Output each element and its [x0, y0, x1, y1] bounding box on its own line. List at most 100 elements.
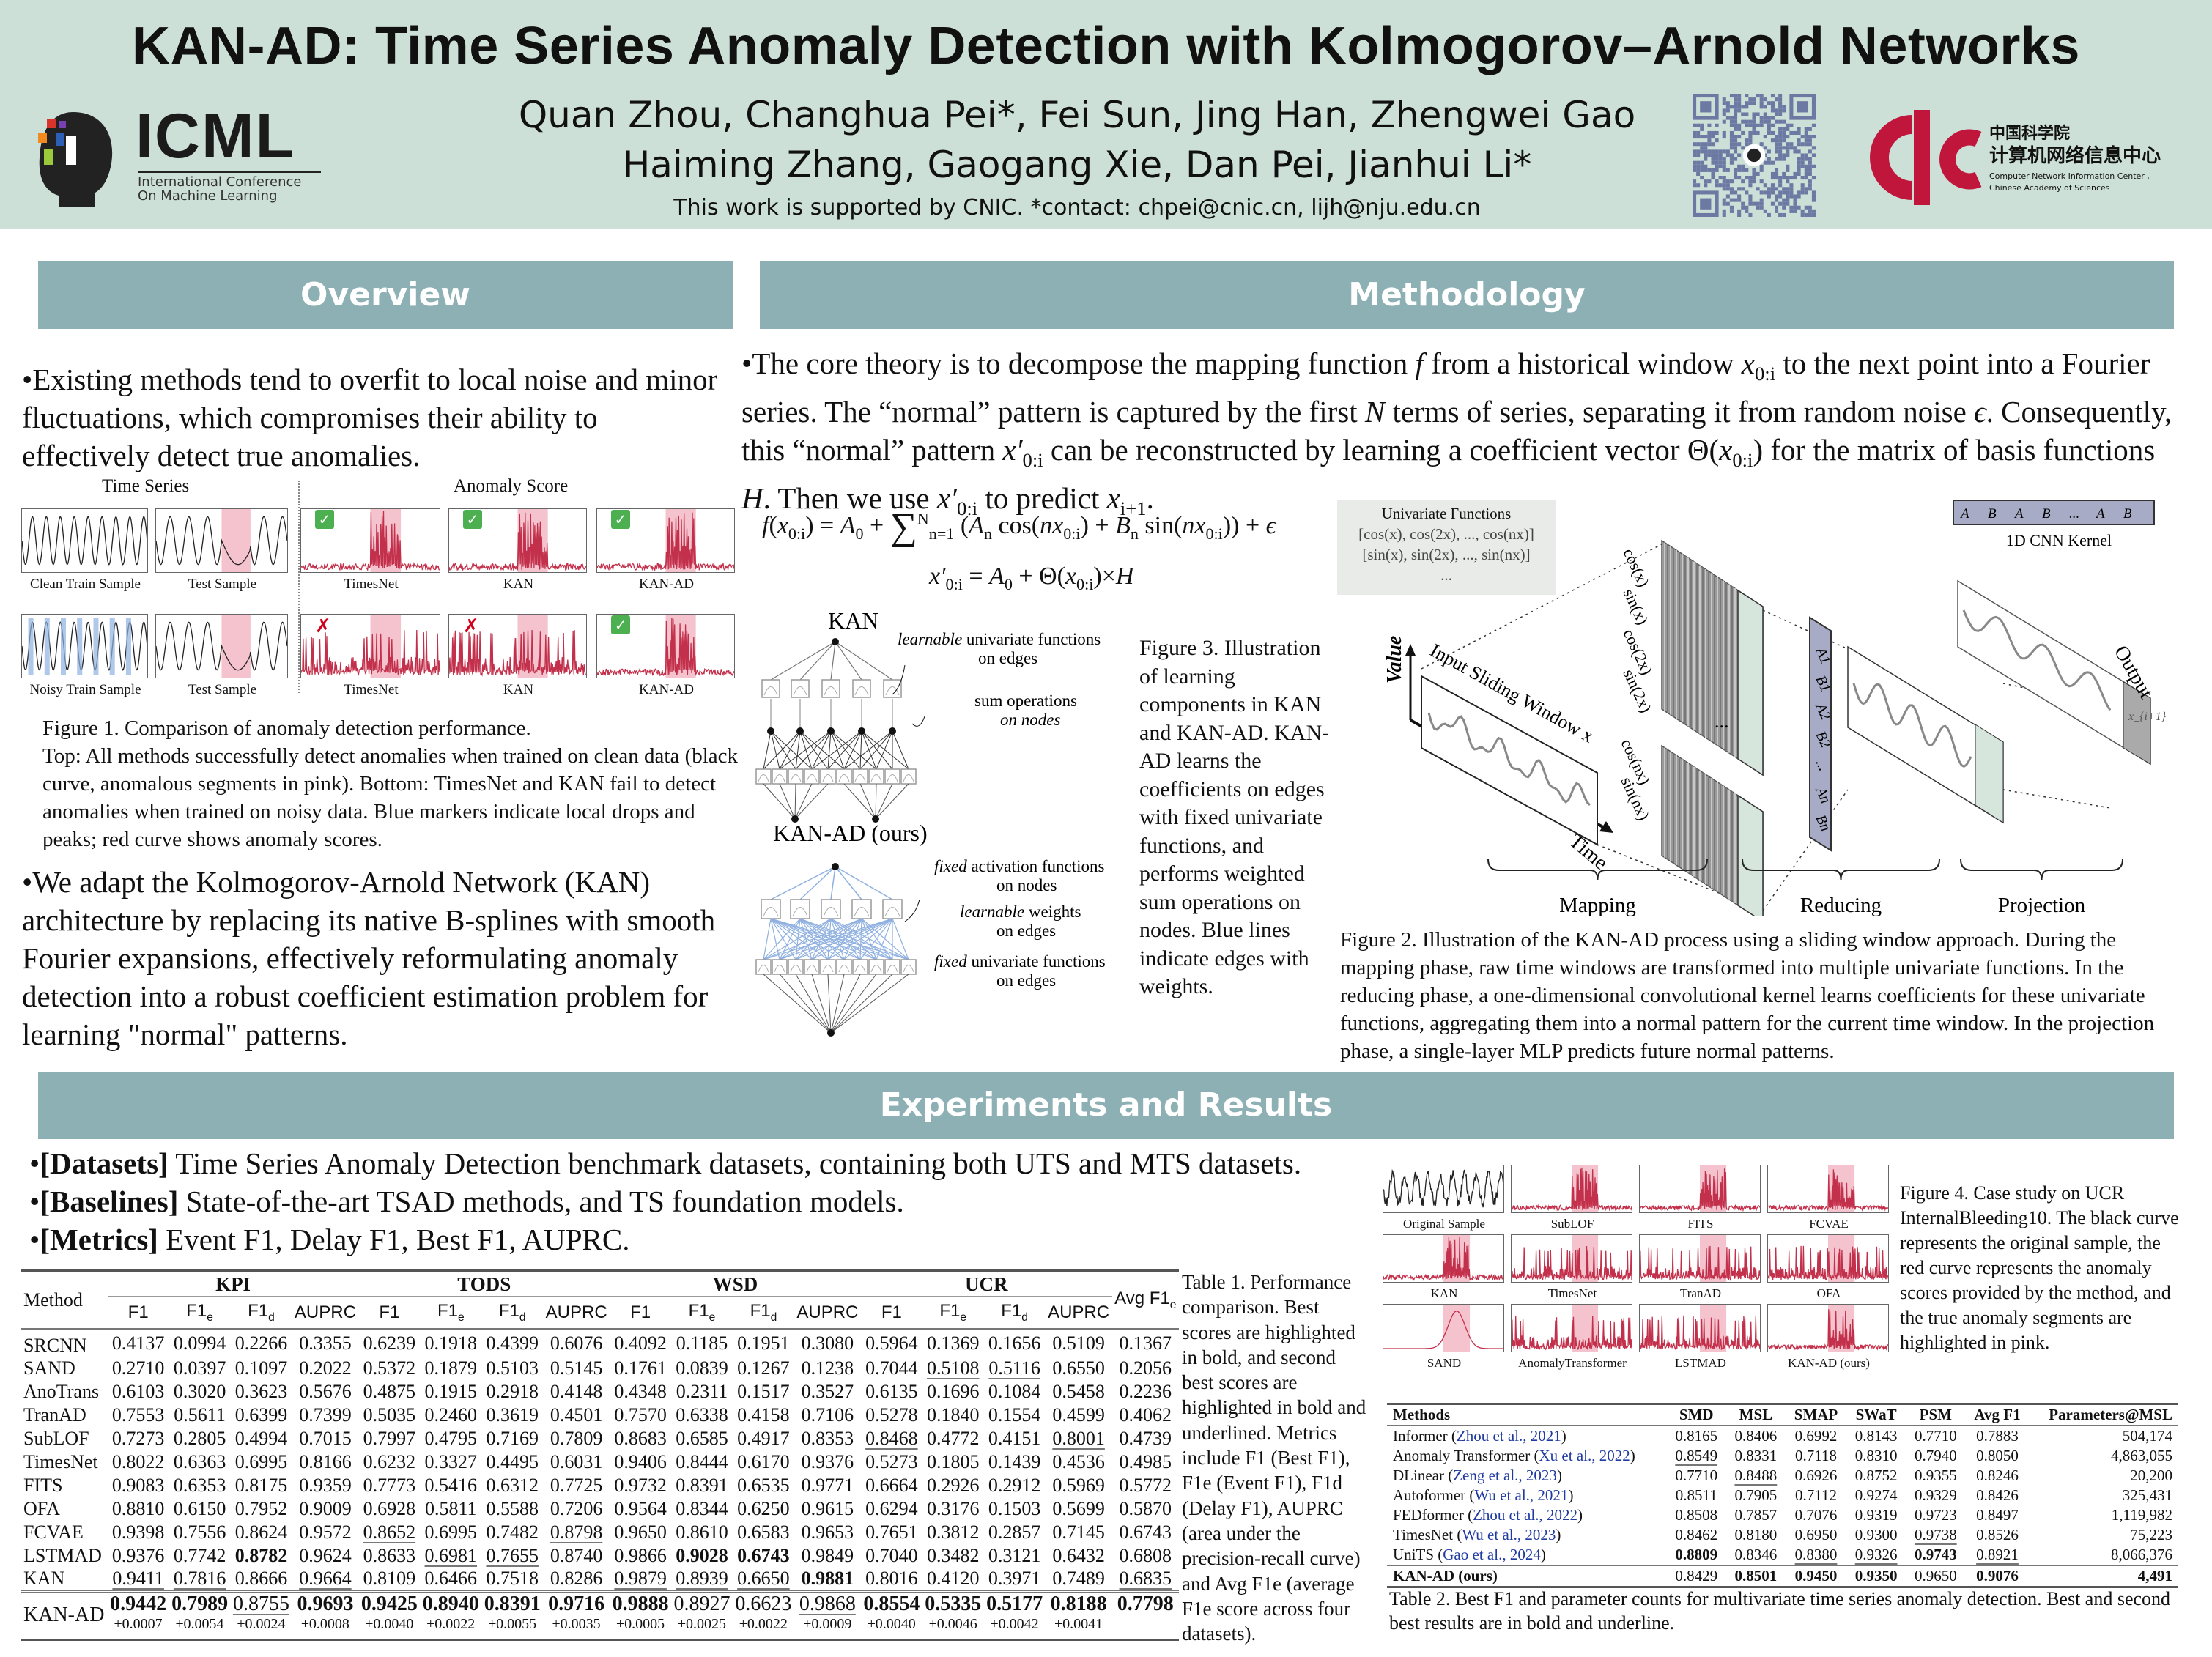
qr-module [1782, 157, 1786, 161]
qr-module [1759, 179, 1764, 184]
qr-module [1756, 112, 1760, 116]
paragraph-text: . Consequently, this “normal” pattern [741, 395, 2172, 467]
qr-module [1775, 194, 1779, 199]
qr-module [1793, 201, 1797, 206]
citation-link[interactable]: Wu et al., 2023 [1462, 1526, 1556, 1543]
function-glyph [854, 686, 869, 696]
method-name: FEDformer (Zhou et al., 2022) [1387, 1505, 1667, 1525]
paragraph-subscript: 0:i [957, 497, 978, 520]
table-row: DLinear (Zeng et al., 2023) 0.7710 0.8488 0… [1387, 1466, 2178, 1486]
metric-value: 0.9450 [1794, 1567, 1838, 1584]
qr-module [1804, 138, 1808, 143]
kernel-coefficient: A [1959, 506, 1969, 522]
check-icon: ✓ [315, 510, 334, 529]
qr-module [1770, 171, 1775, 176]
qr-module [1808, 160, 1812, 165]
metric-value: 0.9359 [299, 1475, 352, 1496]
qr-module [1693, 149, 1697, 154]
qr-module [1800, 142, 1805, 147]
column-header: Avg F1 [1965, 1404, 2030, 1426]
qr-module [1700, 160, 1704, 165]
metric-value: 0.7206 [550, 1498, 603, 1519]
qr-module [1759, 198, 1764, 202]
metric-value: 0.5964 [865, 1332, 918, 1354]
metric-value: 0.8462 [1675, 1526, 1718, 1543]
qr-module [1793, 194, 1797, 199]
metric-value: 0.6170 [737, 1451, 790, 1472]
network-node [827, 1029, 835, 1037]
metric-value: 0.3327 [424, 1451, 478, 1472]
citation-link[interactable]: Zhou et al., 2021 [1456, 1427, 1561, 1445]
citation-paren: ( [1530, 1447, 1539, 1464]
metric-value: 0.6294 [865, 1498, 918, 1519]
qr-module [1789, 190, 1794, 195]
network-edge [763, 918, 893, 960]
metric-value: 0.8353 [801, 1428, 854, 1449]
metric-value: 0.5103 [486, 1357, 539, 1379]
network-edge [861, 918, 893, 960]
metric-value: 0.4158 [737, 1404, 790, 1426]
equation1-text: x [777, 512, 788, 539]
qr-module [1741, 168, 1745, 172]
qr-module [1808, 138, 1812, 143]
citation-link[interactable]: Zhou et al., 2022 [1473, 1506, 1577, 1524]
metric-value: 0.7940 [1914, 1447, 1957, 1464]
qr-module [1759, 190, 1764, 195]
table-row: TranAD 0.7553 0.5611 0.6399 0.7399 0.5035 0.24… [21, 1404, 1179, 1427]
univariate-ellipsis: ... [1440, 566, 1452, 584]
qr-module [1800, 212, 1805, 217]
poster-title: KAN-AD: Time Series Anomaly Detection wi… [132, 17, 2080, 75]
paragraph-text: . Then we use [763, 481, 937, 516]
qr-module [1797, 130, 1801, 135]
github-qr-code[interactable] [1693, 94, 1816, 217]
case-study-panel: FITS [1639, 1165, 1762, 1231]
qr-module [1715, 130, 1719, 135]
network-edge [830, 918, 861, 960]
experiment-bullet: •[Datasets] Time Series Anomaly Detectio… [29, 1144, 1392, 1182]
qr-module [1775, 176, 1779, 180]
equation1-subscript: 0 [855, 524, 864, 543]
qr-module [1725, 105, 1730, 109]
cnic-name-cn-2: 计算机网络信息中心 [1989, 145, 2161, 167]
qr-module [1782, 198, 1786, 202]
qr-module [1778, 135, 1783, 139]
table-1-group-header: Method KPI TODS WSD UCR Avg F1e [21, 1270, 1179, 1330]
citation-link[interactable]: Zeng et al., 2023 [1453, 1467, 1557, 1484]
qr-module [1778, 142, 1783, 147]
qr-module [1725, 168, 1730, 172]
metric-value: 0.8921 [1965, 1545, 2029, 1565]
qr-module [1693, 153, 1697, 157]
overview-bullet-2-text: We adapt the Kolmogorov-Arnold Network (… [22, 865, 716, 1051]
network-node [832, 638, 839, 645]
metric-value: 0.7655 [481, 1544, 543, 1568]
qr-module [1722, 101, 1726, 105]
avg-f1e-header: Avg F1e [1111, 1270, 1179, 1330]
network-edge [770, 918, 780, 960]
qr-module [1734, 157, 1738, 161]
anomaly-score-curve [448, 512, 587, 572]
metric-value: 0.5458 [1052, 1381, 1105, 1402]
qr-module [1729, 198, 1734, 202]
network-edge [859, 783, 876, 820]
network-edge [875, 783, 893, 820]
citation-link[interactable]: Xu et al., 2022 [1539, 1447, 1630, 1464]
qr-module [1767, 116, 1771, 120]
metric-value: 0.7106 [801, 1404, 854, 1426]
underlined-value: 0.9411 [112, 1568, 164, 1590]
qr-module [1778, 183, 1783, 188]
qr-module [1745, 138, 1749, 143]
equation1-text: cos( [991, 512, 1040, 539]
metric-value: 0.1267 [737, 1357, 790, 1379]
check-icon: ✓ [611, 615, 630, 634]
equation1-text: A [840, 512, 856, 539]
citation-link[interactable]: Gao et al., 2024 [1443, 1546, 1541, 1563]
metric-value: 0.9406 [614, 1451, 667, 1472]
metric-value: 0.1805 [926, 1451, 980, 1472]
citation-link[interactable]: Wu et al., 2021 [1474, 1486, 1569, 1504]
qr-module [1722, 135, 1726, 139]
citation-paren: ( [1447, 1427, 1457, 1445]
metric-value: 0.9350 [1854, 1567, 1898, 1584]
qr-module [1778, 105, 1783, 109]
metric-value: 0.8380 [1786, 1545, 1846, 1565]
output-curve [1962, 609, 2112, 711]
